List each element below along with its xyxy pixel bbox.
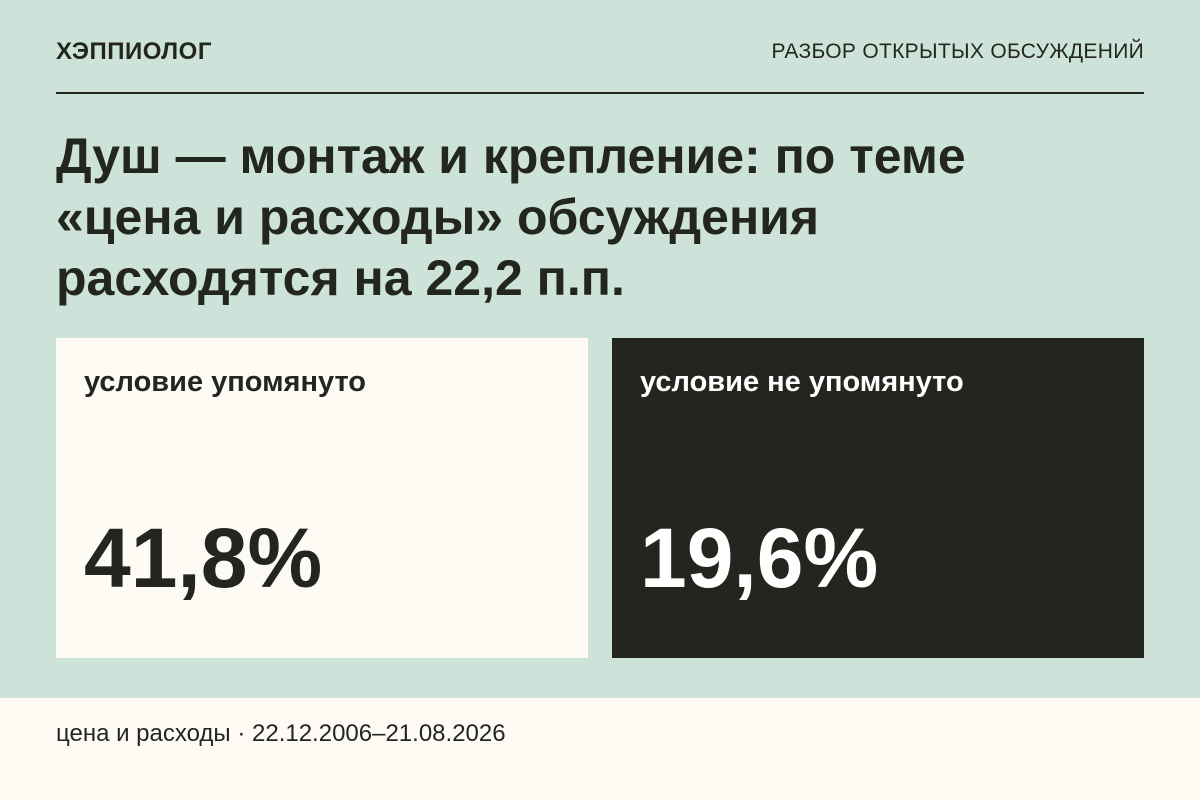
footer: цена и расходы · 22.12.2006–21.08.2026	[0, 698, 1200, 800]
card-label: условие упомянуто	[84, 366, 367, 398]
footer-text: цена и расходы · 22.12.2006–21.08.2026	[56, 720, 506, 747]
headline: Душ — монтаж и крепление: по теме «цена …	[56, 128, 966, 306]
card-value: 19,6%	[640, 511, 879, 605]
section-title: РАЗБОР ОТКРЫТЫХ ОБСУЖДЕНИЙ	[771, 40, 1144, 63]
card: условие упомянуто 41,8%	[56, 338, 588, 658]
card: условие не упомянуто 19,6%	[612, 338, 1144, 658]
card-label: условие не упомянуто	[640, 366, 964, 398]
card-value: 41,8%	[84, 511, 323, 605]
divider	[56, 92, 1144, 94]
brand: ХЭППИОЛОГ	[56, 38, 212, 65]
